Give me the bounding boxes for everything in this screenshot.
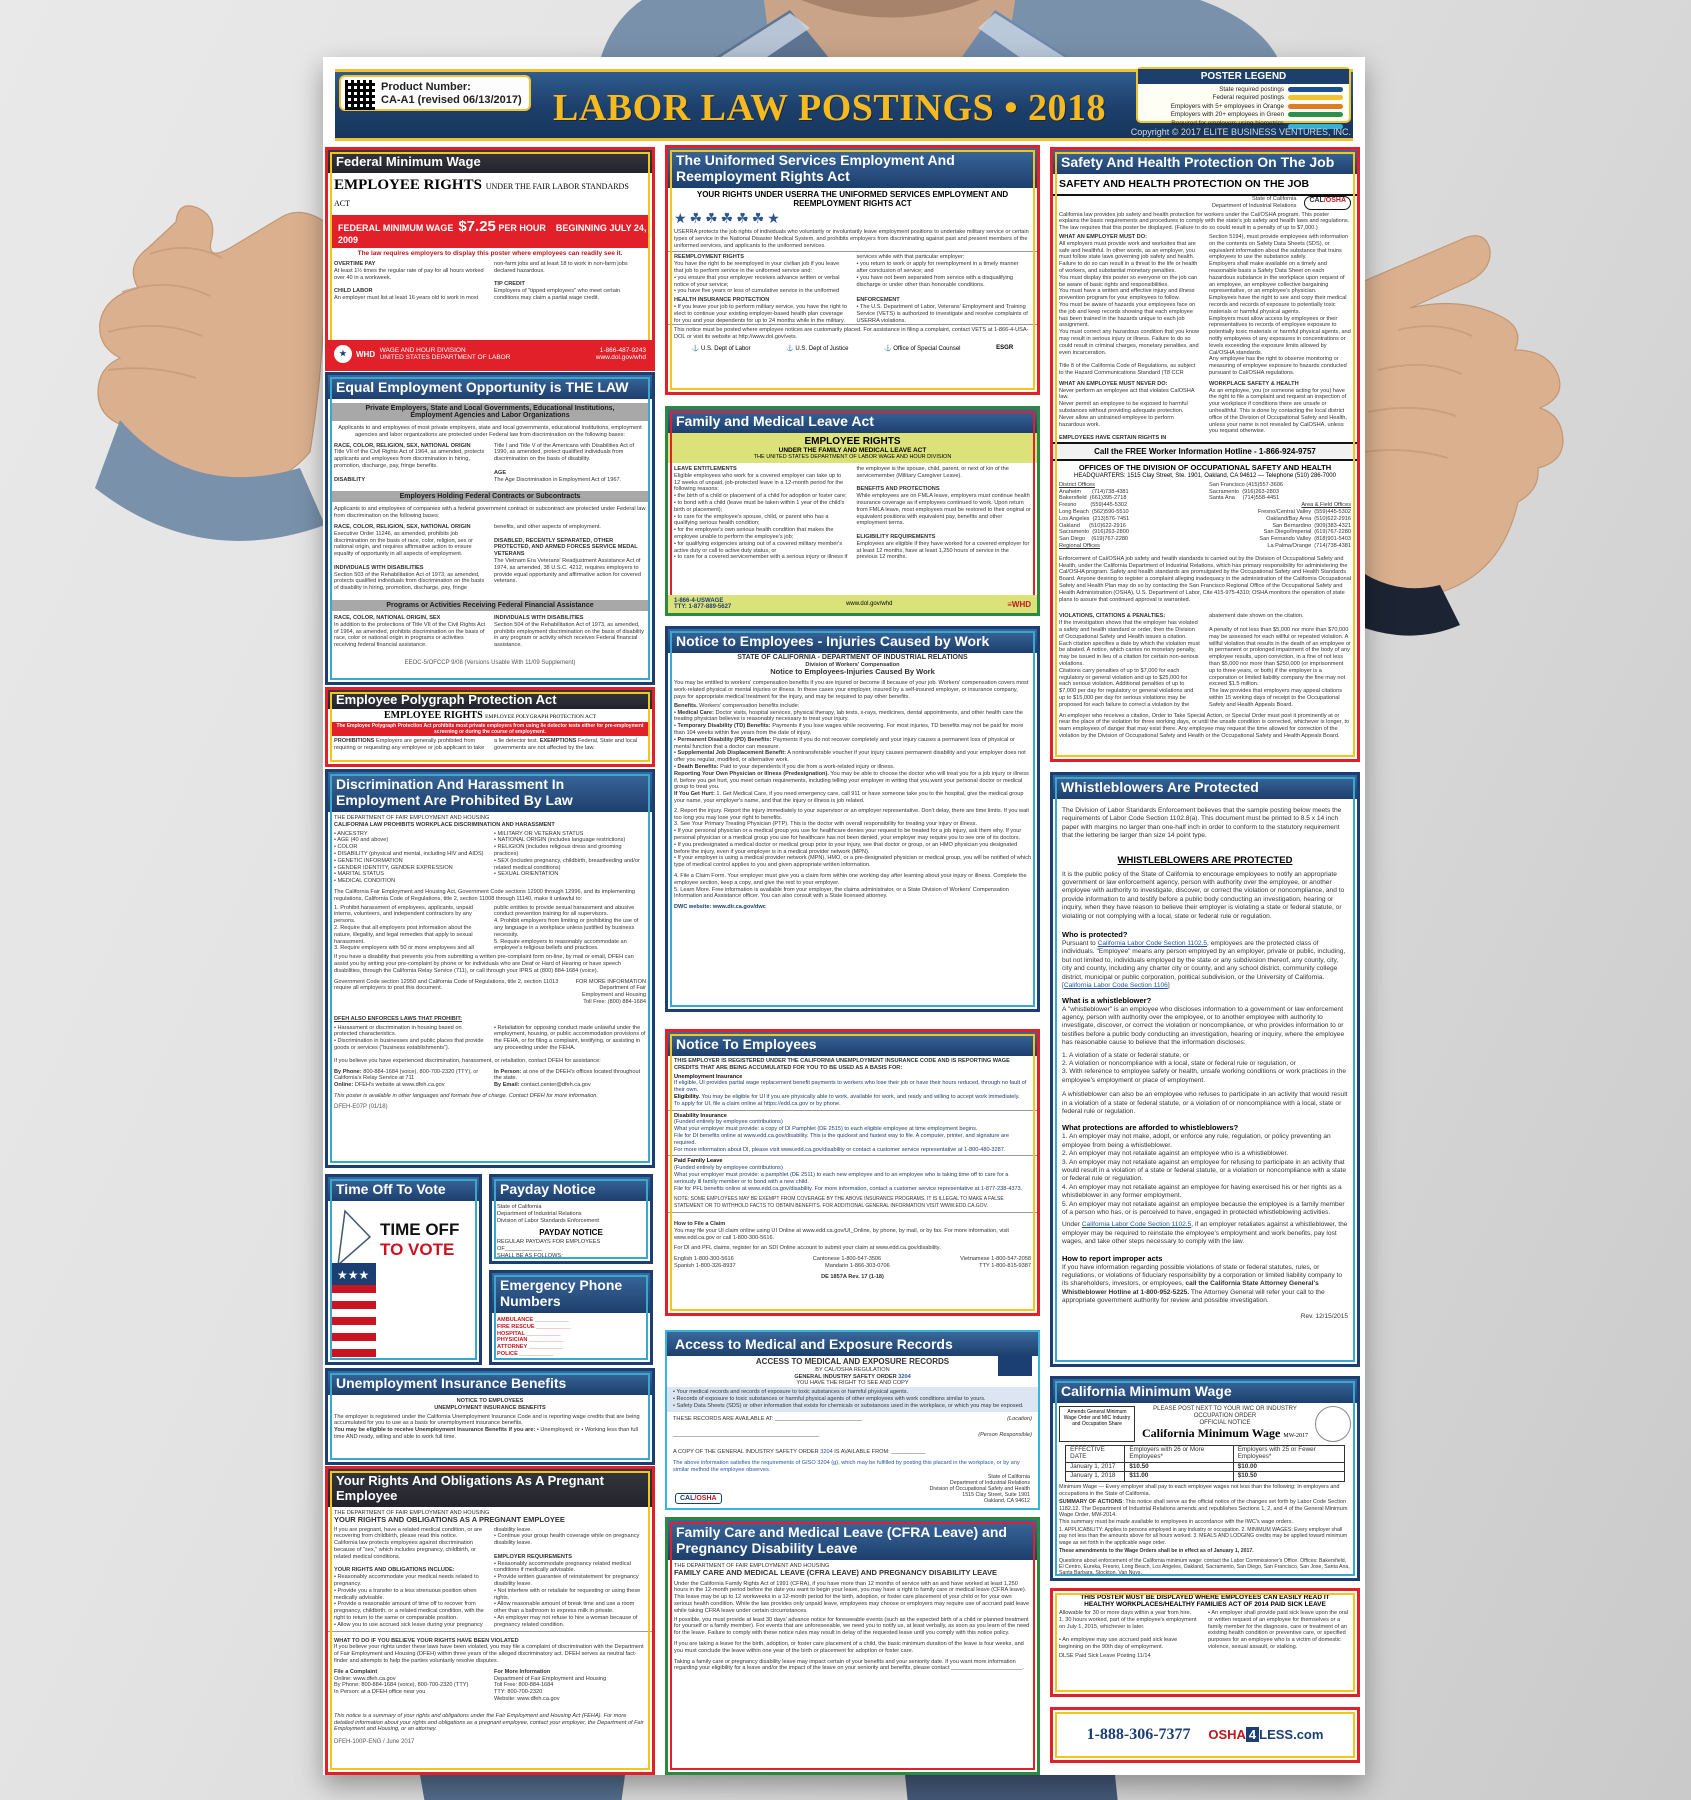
svg-text:TIME OFF: TIME OFF <box>380 1220 459 1239</box>
svg-text:TO VOTE: TO VOTE <box>380 1240 454 1259</box>
svg-text:★★★: ★★★ <box>337 1268 369 1282</box>
